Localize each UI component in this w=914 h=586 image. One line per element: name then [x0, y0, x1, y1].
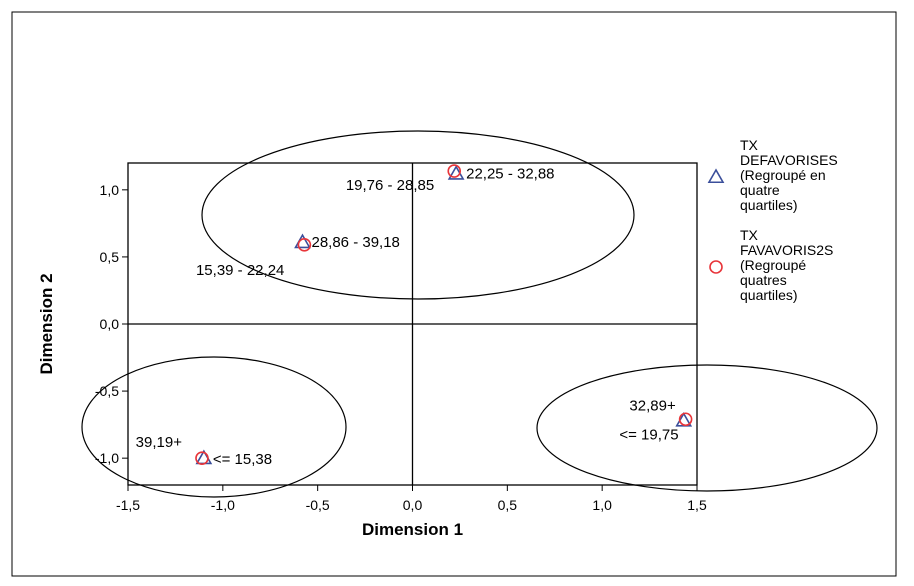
cluster-ellipse-3 — [536, 364, 878, 492]
legend-entry-text: quartiles) — [740, 197, 798, 213]
point-markers — [195, 164, 693, 465]
x-axis-title: Dimension 1 — [362, 520, 463, 539]
legend-circle-marker — [709, 260, 723, 274]
legend-entry-text: (Regroupé en — [740, 167, 826, 183]
y-tick-label: 0,5 — [100, 249, 120, 265]
legend-entry-text: (Regroupé — [740, 257, 806, 273]
legend-triangle-marker — [707, 168, 725, 184]
cluster-ellipses — [81, 130, 878, 498]
x-tick-label: 0,5 — [498, 497, 518, 513]
legend-entry-text: TX — [740, 227, 759, 243]
legend-entry-text: FAVAVORIS2S — [740, 242, 833, 258]
point-label: <= 15,38 — [213, 451, 272, 468]
x-tick-label: 0,0 — [403, 497, 423, 513]
x-tick-label: -0,5 — [306, 497, 330, 513]
x-tick-label: -1,0 — [211, 497, 235, 513]
point-label: 39,19+ — [136, 434, 183, 451]
y-tick-label: -0,5 — [95, 383, 119, 399]
point-label: 22,25 - 32,88 — [466, 166, 554, 183]
x-tick-label: -1,5 — [116, 497, 140, 513]
cluster-ellipse-2 — [81, 356, 347, 498]
point-label: 19,76 - 28,85 — [346, 177, 434, 194]
circle-marker — [678, 412, 693, 427]
axes: -1,5 -1,0 -0,5 0,0 0,5 1,0 1,5 1,0 0,5 0,0 -0,5 -1,… — [37, 182, 707, 539]
circle-marker — [195, 451, 209, 465]
x-tick-label: 1,5 — [687, 497, 707, 513]
point-label: 15,39 - 22,24 — [196, 262, 284, 279]
y-tick-label: -1,0 — [95, 450, 119, 466]
legend-entry-text: quatres — [740, 272, 787, 288]
legend-entry-text: DEFAVORISES — [740, 152, 838, 168]
chart-border — [11, 11, 897, 577]
legend-entry-text: quartiles) — [740, 287, 798, 303]
y-tick-label: 1,0 — [100, 182, 120, 198]
legend-entry-text: TX — [740, 137, 759, 153]
point-labels: 22,25 - 32,88 28,86 - 39,18 <= 15,38 32,89+… — [136, 166, 679, 468]
point-label: <= 19,75 — [619, 426, 678, 443]
point-label: 28,86 - 39,18 — [311, 234, 399, 251]
y-axis-title: Dimension 2 — [37, 273, 56, 374]
y-tick-label: 0,0 — [100, 316, 120, 332]
x-tick-label: 1,0 — [592, 497, 612, 513]
circle-marker — [447, 164, 462, 178]
legend-entry-text: quatre — [740, 182, 780, 198]
point-label: 32,89+ — [629, 398, 676, 415]
circle-marker — [297, 238, 312, 252]
cluster-ellipse-1 — [201, 130, 635, 300]
